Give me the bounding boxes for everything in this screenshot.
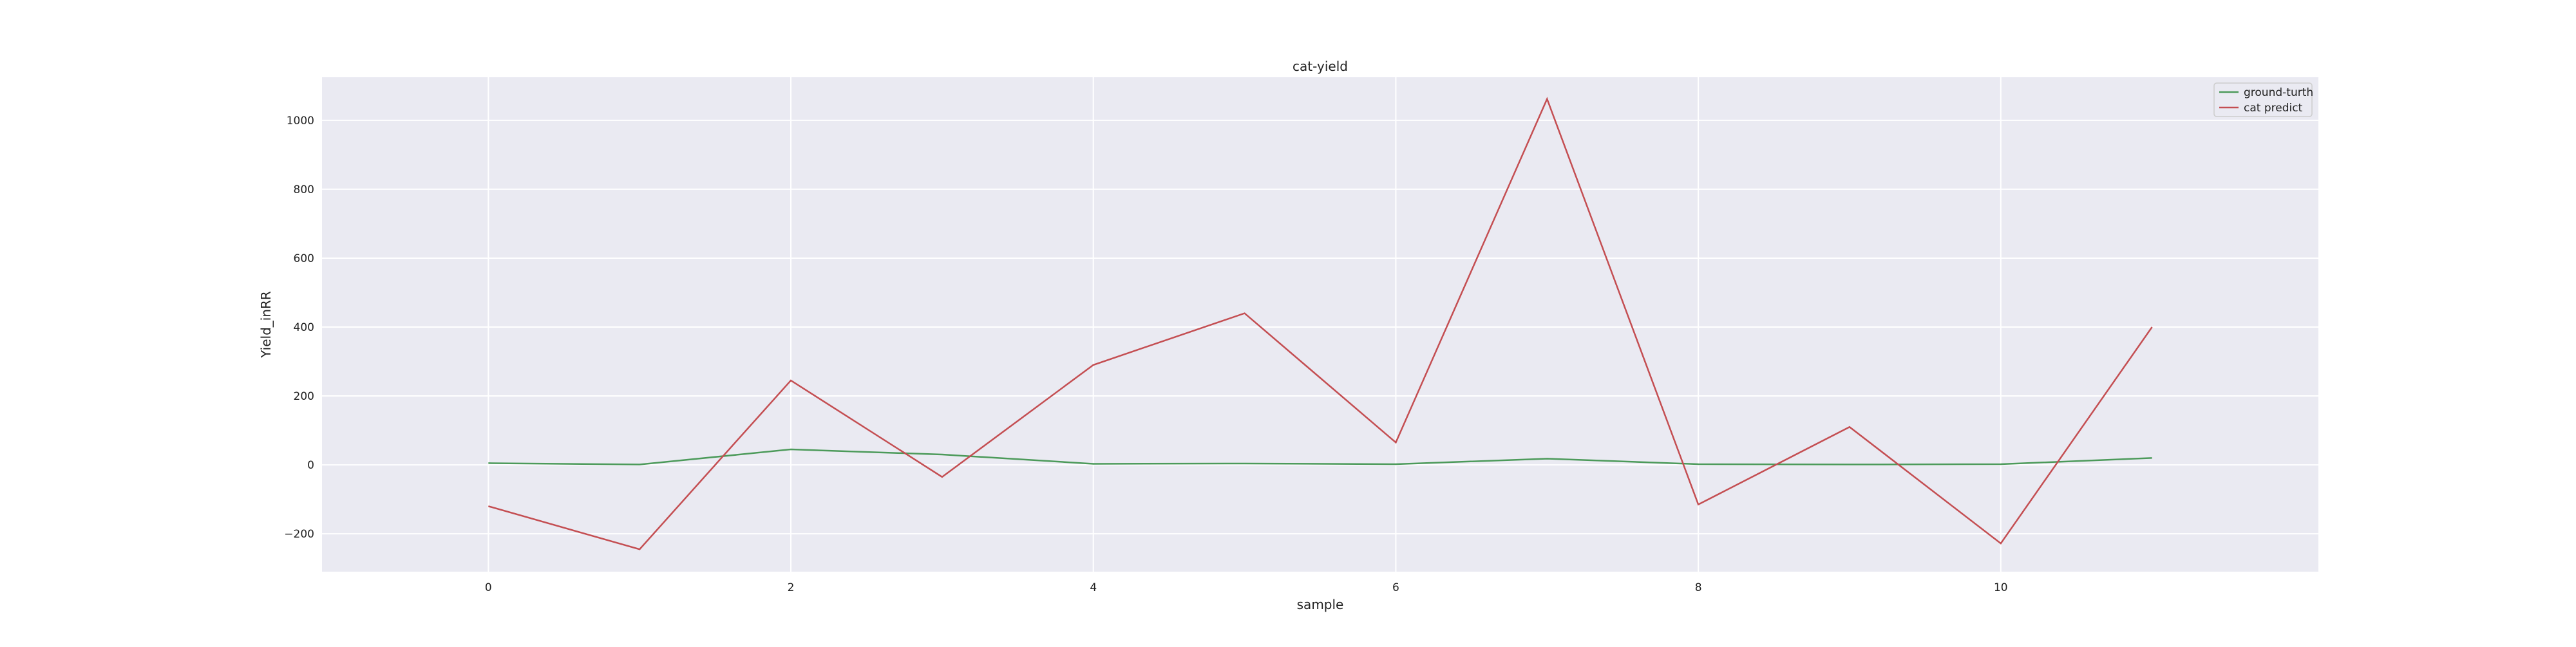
x-tick-label: 10 [1994,581,2008,594]
x-tick-label: 4 [1090,581,1097,594]
plot-area [322,77,2318,572]
series-line-ground-turth [488,448,2152,465]
legend-label-cat-predict: cat predict [2244,102,2303,115]
y-tick-label: 200 [294,390,314,403]
y-tick-label: −200 [284,528,314,541]
tick-labels: 0 2 4 6 8 10 −200 0 200 400 600 800 1000 [284,115,2007,594]
y-tick-label: 400 [294,321,314,334]
y-tick-label: 1000 [287,115,314,127]
y-tick-label: 600 [294,252,314,265]
y-tick-label: 800 [294,183,314,196]
y-axis-label: Yield_inRR [258,291,274,359]
x-tick-label: 8 [1695,581,1702,594]
x-tick-label: 2 [788,581,795,594]
grid-lines [322,77,2318,572]
series-lines [488,97,2153,550]
series-line-cat-predict [488,97,2153,550]
x-axis-label: sample [1297,597,1344,612]
y-tick-label: 0 [307,459,314,472]
x-tick-label: 6 [1392,581,1399,594]
legend: ground-turth cat predict [2213,82,2313,117]
chart-title: cat-yield [1293,59,1348,74]
x-tick-label: 0 [485,581,492,594]
legend-label-ground-turth: ground-turth [2244,86,2313,99]
